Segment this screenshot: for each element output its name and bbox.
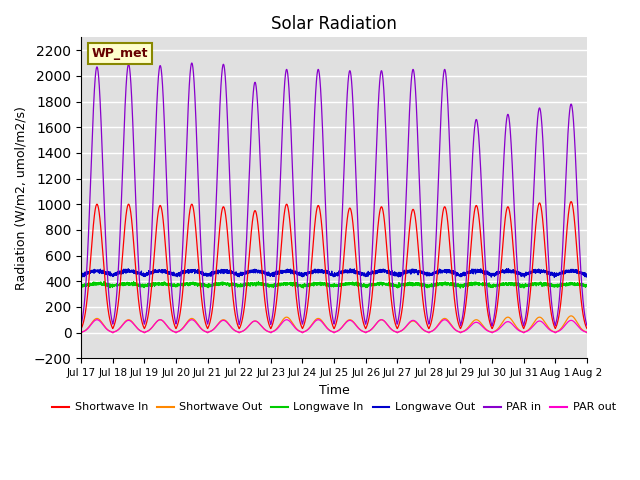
PAR out xyxy=(353,323,360,329)
PAR in xyxy=(488,323,496,329)
Shortwave In xyxy=(567,199,575,204)
PAR in xyxy=(583,323,591,328)
Line: Longwave In: Longwave In xyxy=(81,281,587,288)
PAR in xyxy=(188,60,196,66)
Longwave Out xyxy=(511,268,518,274)
PAR in xyxy=(497,208,505,214)
Shortwave In xyxy=(353,262,360,268)
Line: Shortwave Out: Shortwave Out xyxy=(81,316,587,333)
PAR out xyxy=(511,324,518,329)
Longwave In xyxy=(380,281,387,287)
PAR in xyxy=(182,160,190,166)
PAR out xyxy=(77,330,85,336)
PAR in xyxy=(353,188,360,193)
Longwave Out xyxy=(504,266,512,272)
Shortwave In xyxy=(497,261,505,267)
Line: Shortwave In: Shortwave In xyxy=(81,202,587,329)
Shortwave Out xyxy=(511,321,518,326)
Shortwave In xyxy=(182,249,190,255)
Legend: Shortwave In, Shortwave Out, Longwave In, Longwave Out, PAR in, PAR out: Shortwave In, Shortwave Out, Longwave In… xyxy=(48,398,620,417)
Shortwave Out xyxy=(380,318,387,324)
Longwave In xyxy=(511,281,518,287)
Shortwave In xyxy=(236,326,243,332)
Line: PAR out: PAR out xyxy=(81,320,587,333)
Shortwave In xyxy=(583,325,591,331)
Longwave In xyxy=(456,285,464,291)
Shortwave Out xyxy=(583,330,591,336)
Line: PAR in: PAR in xyxy=(81,63,587,326)
Shortwave Out xyxy=(353,323,360,328)
Longwave In xyxy=(583,283,591,288)
PAR in xyxy=(472,117,480,122)
Shortwave In xyxy=(511,259,518,265)
Shortwave Out xyxy=(567,313,575,319)
Longwave In xyxy=(353,282,360,288)
PAR out xyxy=(472,319,480,325)
Longwave In xyxy=(100,278,108,284)
Shortwave In xyxy=(380,212,387,217)
Shortwave Out xyxy=(472,317,480,323)
PAR out xyxy=(182,322,190,327)
PAR in xyxy=(77,321,85,327)
Longwave In xyxy=(473,279,481,285)
Line: Longwave Out: Longwave Out xyxy=(81,269,587,277)
PAR out xyxy=(93,317,101,323)
Longwave Out xyxy=(353,269,360,275)
Shortwave Out xyxy=(182,321,190,326)
Title: Solar Radiation: Solar Radiation xyxy=(271,15,397,33)
Longwave In xyxy=(77,283,85,288)
Shortwave In xyxy=(77,325,85,331)
Longwave Out xyxy=(380,268,387,274)
Longwave In xyxy=(182,281,190,287)
Shortwave Out xyxy=(77,330,85,336)
PAR out xyxy=(380,318,387,324)
X-axis label: Time: Time xyxy=(319,384,349,396)
Longwave In xyxy=(497,280,505,286)
Longwave Out xyxy=(182,268,190,274)
PAR in xyxy=(380,84,387,90)
Shortwave Out xyxy=(497,322,505,327)
Longwave Out xyxy=(497,268,505,274)
Longwave Out xyxy=(77,271,85,277)
Longwave Out xyxy=(550,275,558,280)
PAR out xyxy=(497,324,505,329)
PAR out xyxy=(583,330,591,336)
PAR in xyxy=(511,210,518,216)
Y-axis label: Radiation (W/m2, umol/m2/s): Radiation (W/m2, umol/m2/s) xyxy=(15,106,28,290)
Longwave Out xyxy=(583,271,591,277)
Text: WP_met: WP_met xyxy=(92,47,148,60)
Longwave Out xyxy=(472,269,480,275)
Shortwave In xyxy=(472,203,480,208)
